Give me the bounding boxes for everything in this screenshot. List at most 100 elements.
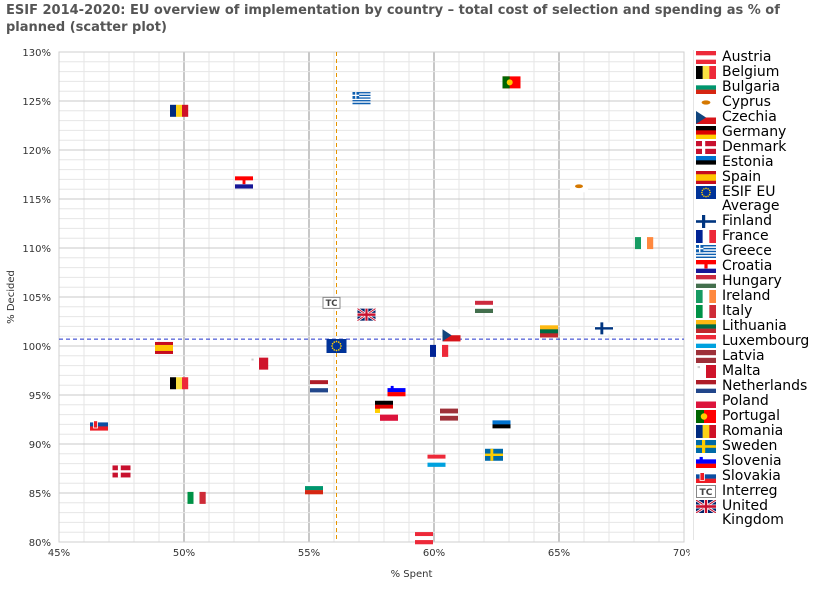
legend-item-austria[interactable]: Austria — [694, 50, 819, 65]
legend-item-greece[interactable]: Greece — [694, 244, 819, 259]
legend-label: ESIF EU Average — [722, 184, 780, 214]
austria-flag-icon — [696, 51, 716, 64]
legend-item-spain[interactable]: Spain — [694, 170, 819, 185]
legend-item-croatia[interactable]: Croatia — [694, 259, 819, 274]
slovakia-flag-icon — [696, 470, 716, 483]
legend: Austria Belgium Bulgaria Cyprus Czechia Germa… — [693, 50, 819, 540]
spain-flag-icon — [696, 171, 716, 184]
legend-item-italy[interactable]: Italy — [694, 304, 819, 319]
data-point-austria — [415, 532, 433, 545]
netherlands-flag-icon — [696, 380, 716, 393]
data-point-ireland — [635, 237, 654, 250]
legend-item-germany[interactable]: Germany — [694, 125, 819, 140]
legend-item-latvia[interactable]: Latvia — [694, 349, 819, 364]
x-tick-label: 70% — [673, 548, 690, 559]
legend-label: Greece — [722, 243, 772, 259]
legend-label: Luxembourg — [722, 333, 810, 349]
slovenia-flag-icon — [696, 455, 716, 468]
legend-label: Sweden — [722, 438, 778, 454]
data-point-bulgaria — [305, 482, 323, 495]
ireland-flag-icon — [696, 290, 716, 303]
legend-item-estonia[interactable]: Estonia — [694, 155, 819, 170]
svg-text:TC: TC — [700, 488, 713, 498]
plot-border — [58, 51, 685, 543]
greece-flag-icon — [696, 245, 716, 258]
legend-item-ireland[interactable]: Ireland — [694, 289, 819, 304]
legend-item-belgium[interactable]: Belgium — [694, 65, 819, 80]
gridlines — [58, 51, 685, 543]
data-point-luxembourg — [427, 454, 446, 467]
interreg-flag-icon: TC — [696, 485, 716, 498]
y-tick-label: 125% — [22, 97, 51, 108]
x-tick-label: 65% — [548, 548, 570, 559]
legend-label: Italy — [722, 303, 753, 319]
y-tick-label: 85% — [29, 489, 51, 500]
legend-label: Austria — [722, 49, 772, 65]
legend-item-cyprus[interactable]: Cyprus — [694, 95, 819, 110]
legend-item-lithuania[interactable]: Lithuania — [694, 319, 819, 334]
france-flag-icon — [696, 230, 716, 243]
legend-label: Spain — [722, 169, 762, 185]
legend-item-luxembourg[interactable]: Luxembourg — [694, 334, 819, 349]
x-tick-label: 45% — [48, 548, 70, 559]
cyprus-flag-icon — [696, 96, 716, 109]
data-point-czechia — [442, 329, 461, 342]
data-point-netherlands — [310, 380, 328, 393]
denmark-flag-icon — [696, 141, 716, 154]
legend-item-poland[interactable]: Poland — [694, 394, 819, 409]
legend-item-eu[interactable]: ESIF EU Average — [694, 185, 819, 214]
legend-item-hungary[interactable]: Hungary — [694, 274, 819, 289]
belgium-flag-icon — [696, 66, 716, 79]
legend-item-bulgaria[interactable]: Bulgaria — [694, 80, 819, 95]
estonia-flag-icon — [696, 156, 716, 169]
legend-item-portugal[interactable]: Portugal — [694, 409, 819, 424]
data-point-poland — [380, 408, 398, 421]
hungary-flag-icon — [696, 275, 716, 288]
legend-item-slovakia[interactable]: Slovakia — [694, 469, 819, 484]
data-point-croatia — [235, 176, 253, 189]
data-point-finland — [595, 322, 613, 335]
germany-flag-icon — [696, 126, 716, 139]
latvia-flag-icon — [696, 350, 716, 363]
legend-item-interreg[interactable]: TC Interreg — [694, 484, 819, 499]
legend-item-sweden[interactable]: Sweden — [694, 439, 819, 454]
legend-item-france[interactable]: France — [694, 229, 819, 244]
legend-label: Interreg — [722, 483, 778, 499]
legend-item-netherlands[interactable]: Netherlands — [694, 379, 819, 394]
data-point-denmark — [112, 465, 131, 478]
data-point-slovakia — [90, 418, 108, 431]
y-tick-label: 80% — [29, 538, 51, 549]
y-tick-label: 110% — [22, 244, 51, 255]
legend-item-slovenia[interactable]: Slovenia — [694, 454, 819, 469]
y-tick-label: 115% — [22, 195, 51, 206]
legend-label: Denmark — [722, 139, 787, 155]
legend-item-uk[interactable]: United Kingdom — [694, 499, 819, 528]
legend-label: Malta — [722, 363, 761, 379]
data-point-latvia — [440, 408, 458, 421]
sweden-flag-icon — [696, 440, 716, 453]
legend-label: France — [722, 228, 769, 244]
luxembourg-flag-icon — [696, 335, 716, 348]
legend-item-finland[interactable]: Finland — [694, 214, 819, 229]
legend-item-romania[interactable]: Romania — [694, 424, 819, 439]
data-point-greece — [352, 92, 371, 105]
italy-flag-icon — [696, 305, 716, 318]
y-tick-label: 95% — [29, 391, 51, 402]
legend-item-malta[interactable]: Malta — [694, 364, 819, 379]
x-tick-label: 55% — [298, 548, 320, 559]
data-point-cyprus — [570, 180, 588, 193]
data-point-slovenia — [387, 384, 406, 397]
croatia-flag-icon — [696, 260, 716, 273]
legend-item-denmark[interactable]: Denmark — [694, 140, 819, 155]
legend-label: Slovenia — [722, 453, 782, 469]
data-point-malta — [250, 357, 269, 370]
portugal-flag-icon — [696, 410, 716, 423]
y-tick-label: 90% — [29, 440, 51, 451]
legend-label: Estonia — [722, 154, 774, 170]
legend-label: Germany — [722, 124, 787, 140]
data-point-italy — [187, 491, 206, 504]
data-point-sweden — [485, 448, 503, 461]
czechia-flag-icon — [696, 111, 716, 124]
legend-label: Cyprus — [722, 94, 771, 110]
legend-item-czechia[interactable]: Czechia — [694, 110, 819, 125]
